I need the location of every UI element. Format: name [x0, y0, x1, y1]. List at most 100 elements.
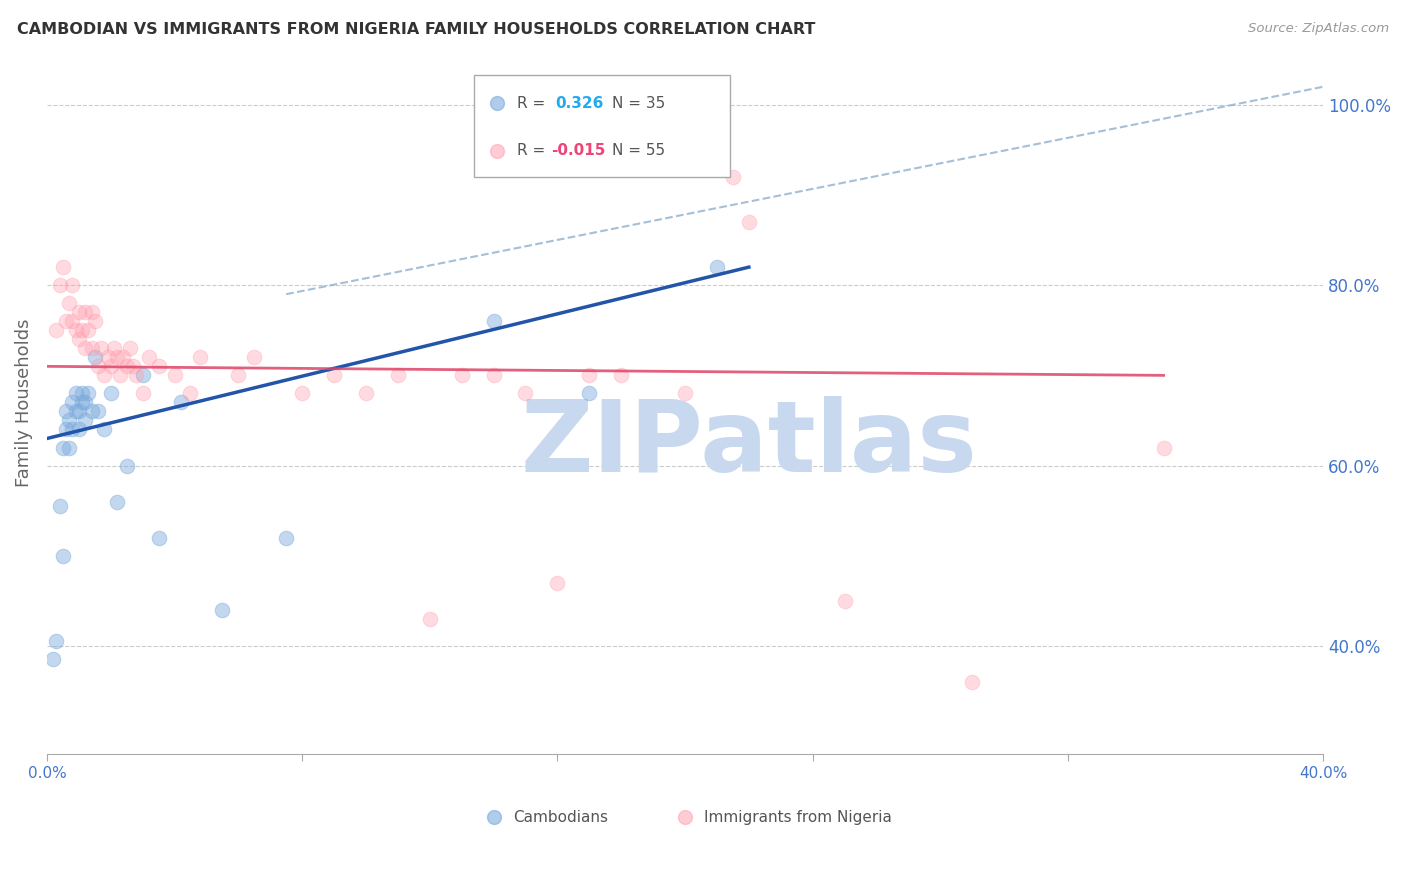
Point	[75, 305, 97, 319]
Point	[87, 404, 110, 418]
Point	[42, 652, 65, 666]
Point	[578, 368, 600, 383]
Point	[131, 368, 153, 383]
Point	[131, 386, 153, 401]
Text: CAMBODIAN VS IMMIGRANTS FROM NIGERIA FAMILY HOUSEHOLDS CORRELATION CHART: CAMBODIAN VS IMMIGRANTS FROM NIGERIA FAM…	[17, 22, 815, 37]
Point	[100, 359, 122, 374]
Point	[546, 575, 568, 590]
Point	[721, 169, 744, 184]
Point	[103, 341, 125, 355]
Point	[67, 305, 90, 319]
FancyBboxPatch shape	[474, 75, 730, 178]
Point	[100, 386, 122, 401]
Point	[450, 368, 472, 383]
Point	[515, 386, 537, 401]
Text: Immigrants from Nigeria: Immigrants from Nigeria	[704, 810, 891, 825]
Point	[75, 395, 97, 409]
Text: N = 35: N = 35	[612, 96, 665, 111]
Point	[105, 351, 128, 365]
Point	[706, 260, 728, 274]
Point	[80, 305, 103, 319]
Point	[834, 594, 856, 608]
Point	[62, 422, 84, 436]
Point	[419, 612, 441, 626]
Point	[138, 351, 160, 365]
Point	[77, 386, 100, 401]
Point	[75, 341, 97, 355]
Point	[188, 351, 211, 365]
Point	[45, 323, 67, 337]
Point	[62, 395, 84, 409]
Point	[67, 332, 90, 346]
Point	[58, 296, 80, 310]
Point	[45, 634, 67, 648]
Point	[112, 351, 135, 365]
Point	[65, 386, 87, 401]
Point	[55, 314, 77, 328]
Point	[482, 314, 505, 328]
Point	[55, 422, 77, 436]
Point	[93, 422, 115, 436]
Point	[70, 386, 93, 401]
Text: N = 55: N = 55	[612, 143, 665, 158]
Point	[90, 341, 112, 355]
Point	[65, 404, 87, 418]
Point	[323, 368, 346, 383]
Point	[1153, 441, 1175, 455]
Point	[62, 278, 84, 293]
Point	[387, 368, 409, 383]
Text: Source: ZipAtlas.com: Source: ZipAtlas.com	[1249, 22, 1389, 36]
Text: -0.015: -0.015	[551, 143, 606, 158]
Point	[118, 341, 141, 355]
Point	[58, 441, 80, 455]
Point	[105, 494, 128, 508]
Y-axis label: Family Households: Family Households	[15, 318, 32, 487]
Point	[115, 458, 138, 473]
Text: Cambodians: Cambodians	[513, 810, 607, 825]
Point	[148, 531, 170, 545]
Point	[1161, 226, 1184, 240]
Point	[75, 413, 97, 427]
Point	[122, 359, 145, 374]
Point	[80, 341, 103, 355]
Point	[48, 499, 70, 513]
Point	[67, 422, 90, 436]
Point	[291, 386, 314, 401]
Text: R =: R =	[516, 143, 550, 158]
Point	[125, 368, 148, 383]
Text: R =: R =	[516, 96, 550, 111]
Point	[276, 531, 298, 545]
Point	[179, 386, 201, 401]
Point	[52, 260, 75, 274]
Point	[960, 675, 983, 690]
Point	[62, 314, 84, 328]
Point	[738, 215, 761, 229]
Point	[70, 395, 93, 409]
Point	[170, 395, 193, 409]
Point	[211, 603, 233, 617]
Point	[610, 368, 633, 383]
Point	[80, 404, 103, 418]
Point	[83, 314, 105, 328]
Point	[58, 413, 80, 427]
Point	[1161, 165, 1184, 179]
Point	[67, 404, 90, 418]
Text: 0.326: 0.326	[555, 96, 603, 111]
Text: ZIPatlas: ZIPatlas	[520, 396, 977, 493]
Point	[87, 359, 110, 374]
Point	[243, 351, 266, 365]
Point	[52, 549, 75, 563]
Point	[110, 368, 132, 383]
Point	[482, 368, 505, 383]
Point	[55, 404, 77, 418]
Point	[228, 368, 250, 383]
Point	[115, 359, 138, 374]
Point	[354, 386, 377, 401]
Point	[77, 323, 100, 337]
Point	[96, 351, 118, 365]
Point	[70, 323, 93, 337]
Point	[673, 386, 696, 401]
Point	[578, 386, 600, 401]
Point	[48, 278, 70, 293]
Point	[148, 359, 170, 374]
